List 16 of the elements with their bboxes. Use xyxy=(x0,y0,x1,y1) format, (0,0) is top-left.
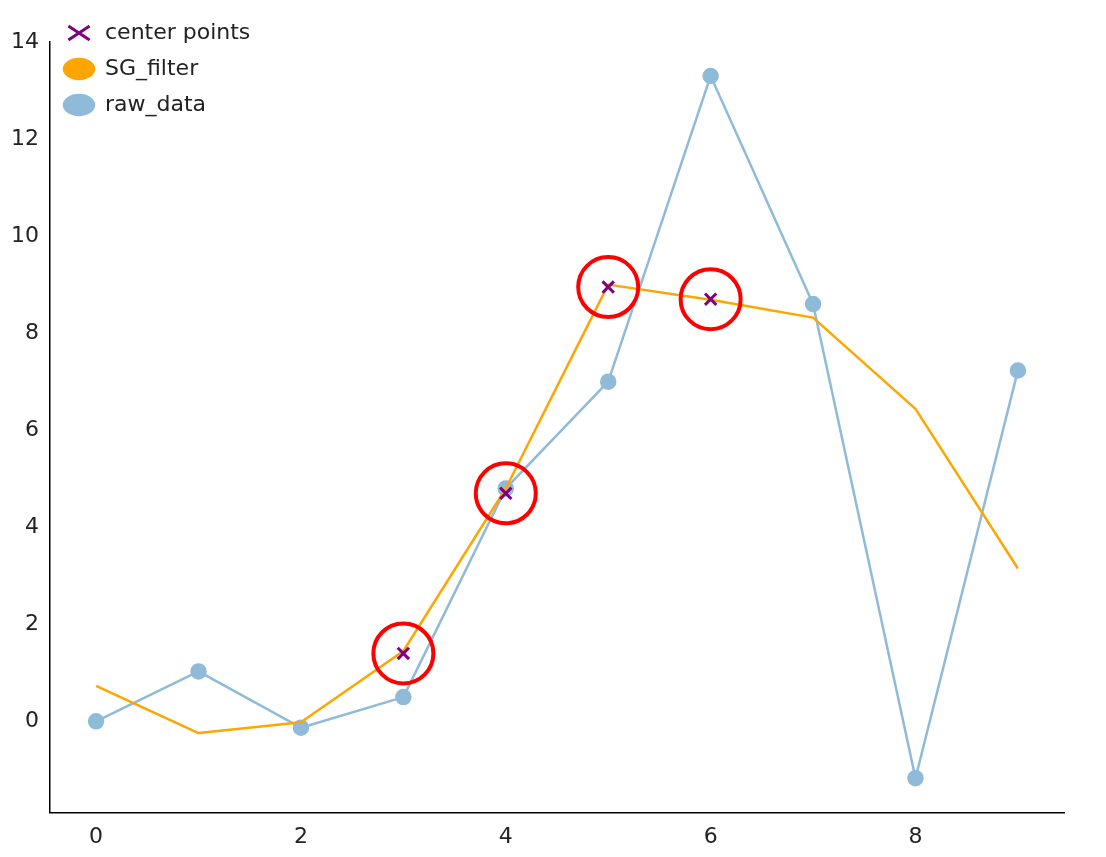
x-tick-label: 4 xyxy=(498,822,513,848)
y-tick-label: 12 xyxy=(10,124,39,150)
x-tick-label: 6 xyxy=(703,822,718,848)
x-tick-label: 8 xyxy=(908,822,923,848)
legend-label: raw_data xyxy=(104,90,207,117)
y-tick-label: 6 xyxy=(24,415,39,441)
x-tick-label: 0 xyxy=(89,822,104,848)
y-tick-label: 8 xyxy=(24,318,39,344)
y-tick-label: 0 xyxy=(24,707,39,733)
legend-label: SG_filter xyxy=(104,54,200,81)
y-tick-label: 4 xyxy=(24,512,39,538)
x-tick-label: 2 xyxy=(293,822,308,848)
y-tick-label: 10 xyxy=(10,221,39,247)
legend-label: center points xyxy=(104,18,251,44)
y-tick-label: 2 xyxy=(24,610,39,636)
y-tick-label: 14 xyxy=(10,27,39,53)
